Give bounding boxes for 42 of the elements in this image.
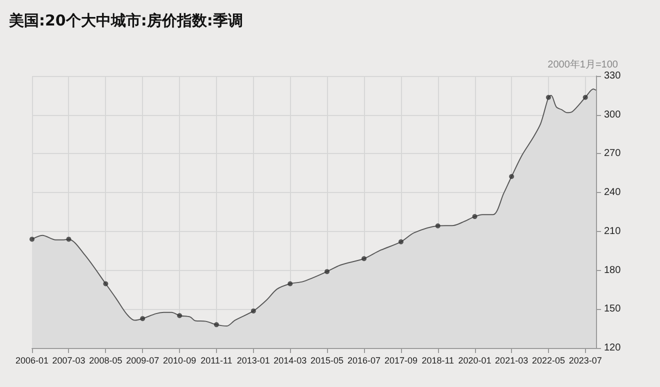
x-tick-label: 2021-03 <box>495 356 528 366</box>
x-tick-label: 2011-11 <box>200 356 232 366</box>
y-tick-label: 210 <box>604 226 622 237</box>
point <box>362 256 367 262</box>
point <box>30 236 34 242</box>
point <box>103 281 108 286</box>
point <box>288 281 293 286</box>
y-tick-label: 270 <box>604 148 622 160</box>
x-tick-label: 2010-09 <box>163 356 196 366</box>
x-tick-label: 2022-05 <box>532 356 565 366</box>
y-tick-label: 240 <box>604 187 622 198</box>
x-tick-label: 2015-05 <box>310 356 344 366</box>
x-tick-label: 2017-09 <box>384 356 418 366</box>
x-tick-label: 2020-01 <box>458 356 492 366</box>
x-tick-label: 2007-03 <box>52 356 86 366</box>
point <box>140 316 146 322</box>
y-tick-label: 120 <box>604 342 622 354</box>
x-tick-label: 2006-01 <box>15 356 49 366</box>
point <box>398 239 404 244</box>
point <box>582 94 588 100</box>
point <box>66 236 72 242</box>
x-tick-label: 2014-03 <box>274 356 307 366</box>
point <box>472 214 478 220</box>
x-tick-label: 2008-05 <box>89 356 122 366</box>
chart-title: 美国:20个大中城市:房价指数:季调 <box>8 12 243 30</box>
x-tick-label: 2018-11 <box>422 356 454 366</box>
point <box>214 322 219 328</box>
point <box>324 269 330 274</box>
y-axis-title: 2000年1月=100 <box>548 58 618 70</box>
point <box>177 313 182 318</box>
x-tick-label: 2013-01 <box>236 356 270 366</box>
x-tick-label: 2016-07 <box>347 356 381 366</box>
point <box>509 174 514 180</box>
point <box>250 308 256 314</box>
y-tick-label: 300 <box>604 109 622 120</box>
y-tick-label: 330 <box>604 70 622 82</box>
x-tick-label: 2009-07 <box>126 356 160 366</box>
x-tick-label: 2023-07 <box>568 356 602 366</box>
y-tick-label: 150 <box>604 304 622 315</box>
y-tick-label: 180 <box>604 264 622 276</box>
point <box>546 94 551 100</box>
point <box>435 223 440 228</box>
